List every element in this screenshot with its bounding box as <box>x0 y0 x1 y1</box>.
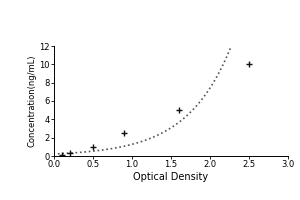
Y-axis label: Concentration(ng/mL): Concentration(ng/mL) <box>28 55 37 147</box>
X-axis label: Optical Density: Optical Density <box>134 172 208 182</box>
